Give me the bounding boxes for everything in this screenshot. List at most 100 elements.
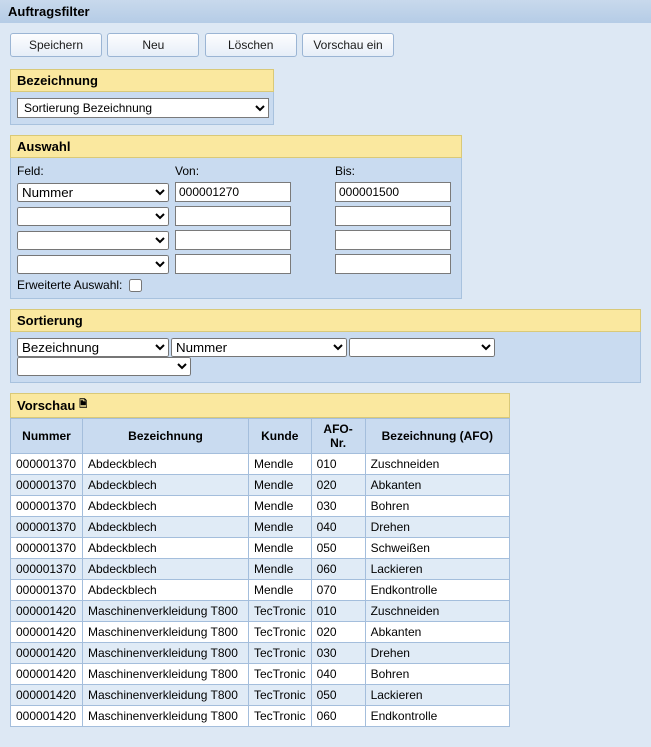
save-button[interactable]: Speichern	[10, 33, 102, 57]
sort-select-3[interactable]	[349, 338, 495, 357]
table-cell: 000001370	[11, 454, 83, 475]
table-cell: Bohren	[365, 496, 509, 517]
table-cell: 000001420	[11, 622, 83, 643]
table-cell: Mendle	[249, 580, 312, 601]
window-title-bar: Auftragsfilter	[0, 0, 651, 23]
table-cell: Drehen	[365, 517, 509, 538]
table-cell: Zuschneiden	[365, 454, 509, 475]
table-cell: 000001370	[11, 475, 83, 496]
content-area: Speichern Neu Löschen Vorschau ein Bezei…	[0, 23, 651, 747]
col-nummer: Nummer	[11, 419, 83, 454]
auswahl-row: Nummer	[17, 182, 455, 202]
sortierung-body: BezeichnungNummer	[10, 332, 641, 383]
vorschau-section: Vorschau 🗎 Nummer Bezeichnung Kunde AFO-…	[10, 393, 510, 727]
table-cell: Abdeckblech	[83, 559, 249, 580]
table-cell: Abkanten	[365, 475, 509, 496]
table-row: 000001370AbdeckblechMendle060Lackieren	[11, 559, 510, 580]
table-cell: Abdeckblech	[83, 475, 249, 496]
auswahl-row	[17, 230, 455, 250]
table-cell: 070	[311, 580, 365, 601]
table-header-row: Nummer Bezeichnung Kunde AFO-Nr. Bezeich…	[11, 419, 510, 454]
bis-input[interactable]	[335, 182, 451, 202]
table-cell: Abdeckblech	[83, 496, 249, 517]
col-afo-nr: AFO-Nr.	[311, 419, 365, 454]
bis-input[interactable]	[335, 230, 451, 250]
vorschau-title: Vorschau	[17, 398, 75, 413]
table-cell: Mendle	[249, 475, 312, 496]
table-cell: Abdeckblech	[83, 517, 249, 538]
feld-label: Feld:	[17, 164, 173, 178]
von-input[interactable]	[175, 254, 291, 274]
erweiterte-checkbox[interactable]	[129, 279, 142, 292]
table-cell: TecTronic	[249, 664, 312, 685]
erweiterte-row: Erweiterte Auswahl:	[17, 278, 455, 292]
auswahl-row	[17, 254, 455, 274]
col-bezeichnung-afo: Bezeichnung (AFO)	[365, 419, 509, 454]
table-cell: 000001420	[11, 664, 83, 685]
table-cell: 040	[311, 664, 365, 685]
sort-select-4[interactable]	[17, 357, 191, 376]
table-row: 000001370AbdeckblechMendle040Drehen	[11, 517, 510, 538]
table-cell: 000001420	[11, 685, 83, 706]
table-cell: 000001370	[11, 496, 83, 517]
table-cell: Lackieren	[365, 685, 509, 706]
table-cell: Maschinenverkleidung T800	[83, 664, 249, 685]
feld-select[interactable]	[17, 231, 169, 250]
window-title: Auftragsfilter	[8, 4, 90, 19]
table-cell: Mendle	[249, 559, 312, 580]
table-row: 000001370AbdeckblechMendle020Abkanten	[11, 475, 510, 496]
feld-select[interactable]: Nummer	[17, 183, 169, 202]
sort-select-1[interactable]: Bezeichnung	[17, 338, 169, 357]
table-cell: 000001370	[11, 559, 83, 580]
auswahl-body: Feld: Von: Bis: Nummer Erweiterte Auswah…	[10, 158, 462, 299]
feld-select[interactable]	[17, 255, 169, 274]
table-row: 000001420Maschinenverkleidung T800TecTro…	[11, 601, 510, 622]
col-kunde: Kunde	[249, 419, 312, 454]
auswahl-section: Auswahl Feld: Von: Bis: Nummer Erweitert…	[10, 135, 462, 299]
table-cell: Mendle	[249, 517, 312, 538]
table-cell: 000001420	[11, 601, 83, 622]
table-cell: Maschinenverkleidung T800	[83, 601, 249, 622]
bis-input[interactable]	[335, 206, 451, 226]
bezeichnung-section: Bezeichnung Sortierung Bezeichnung	[10, 69, 274, 125]
table-cell: Mendle	[249, 454, 312, 475]
bis-input[interactable]	[335, 254, 451, 274]
von-input[interactable]	[175, 206, 291, 226]
sortierung-header: Sortierung	[10, 309, 641, 332]
table-row: 000001420Maschinenverkleidung T800TecTro…	[11, 664, 510, 685]
new-button[interactable]: Neu	[107, 33, 199, 57]
delete-button[interactable]: Löschen	[205, 33, 297, 57]
bezeichnung-select[interactable]: Sortierung Bezeichnung	[17, 98, 269, 118]
table-row: 000001420Maschinenverkleidung T800TecTro…	[11, 643, 510, 664]
bezeichnung-header: Bezeichnung	[10, 69, 274, 92]
auswahl-header: Auswahl	[10, 135, 462, 158]
table-cell: Mendle	[249, 496, 312, 517]
table-cell: Schweißen	[365, 538, 509, 559]
refresh-icon[interactable]: 🗎	[79, 397, 87, 414]
table-cell: Abdeckblech	[83, 580, 249, 601]
table-cell: 060	[311, 559, 365, 580]
table-cell: TecTronic	[249, 643, 312, 664]
bezeichnung-body: Sortierung Bezeichnung	[10, 92, 274, 125]
sort-select-2[interactable]: Nummer	[171, 338, 347, 357]
von-input[interactable]	[175, 182, 291, 202]
preview-toggle-button[interactable]: Vorschau ein	[302, 33, 394, 57]
toolbar: Speichern Neu Löschen Vorschau ein	[10, 33, 641, 57]
table-cell: Abdeckblech	[83, 538, 249, 559]
table-cell: 030	[311, 496, 365, 517]
table-cell: Lackieren	[365, 559, 509, 580]
table-cell: 000001420	[11, 706, 83, 727]
von-input[interactable]	[175, 230, 291, 250]
table-cell: Abdeckblech	[83, 454, 249, 475]
table-cell: Maschinenverkleidung T800	[83, 706, 249, 727]
table-row: 000001370AbdeckblechMendle010Zuschneiden	[11, 454, 510, 475]
table-cell: 000001420	[11, 643, 83, 664]
feld-select[interactable]	[17, 207, 169, 226]
table-cell: Maschinenverkleidung T800	[83, 643, 249, 664]
col-bezeichnung: Bezeichnung	[83, 419, 249, 454]
table-cell: TecTronic	[249, 685, 312, 706]
table-cell: 050	[311, 538, 365, 559]
table-cell: TecTronic	[249, 622, 312, 643]
table-cell: 050	[311, 685, 365, 706]
table-row: 000001370AbdeckblechMendle030Bohren	[11, 496, 510, 517]
